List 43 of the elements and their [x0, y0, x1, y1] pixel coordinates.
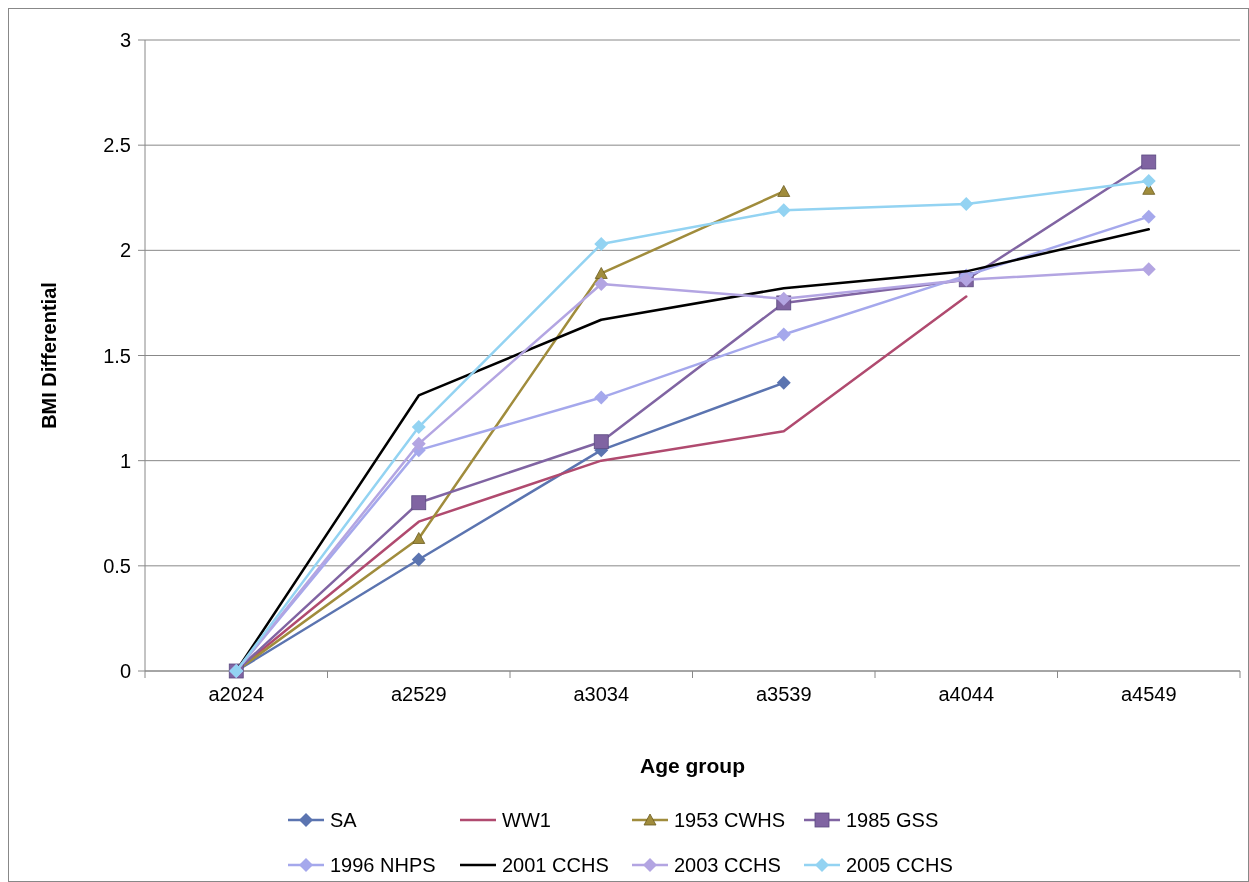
- point: [594, 267, 608, 279]
- x-tick-label: a2529: [390, 683, 447, 705]
- point: [776, 327, 791, 342]
- legend-label: 2003 CCHS: [674, 854, 781, 876]
- legend-label: SA: [330, 809, 358, 831]
- point: [411, 420, 426, 435]
- y-tick-label: 2.5: [103, 134, 131, 157]
- x-tick-label: a3539: [755, 683, 812, 705]
- point: [412, 532, 426, 544]
- point: [594, 237, 609, 252]
- point: [411, 495, 427, 511]
- y-tick-label: 1.5: [103, 344, 131, 367]
- legend-label: 2005 CCHS: [846, 854, 953, 876]
- point: [1141, 209, 1156, 224]
- legend-label: 1953 CWHS: [674, 809, 786, 831]
- y-tick-label: 1: [119, 449, 131, 472]
- y-tick-label: 0.5: [103, 554, 131, 577]
- point: [776, 203, 791, 218]
- x-tick-label: a2024: [208, 683, 265, 705]
- y-axis-title: BMI Differential: [38, 282, 60, 429]
- point: [594, 390, 609, 405]
- x-tick-label: a3034: [573, 683, 630, 705]
- point: [777, 185, 791, 197]
- x-tick-label: a4044: [938, 683, 995, 705]
- legend-label: 1996 NHPS: [330, 854, 436, 876]
- point: [959, 197, 974, 212]
- point: [776, 291, 791, 306]
- point: [1141, 173, 1156, 188]
- point: [593, 434, 609, 450]
- point: [776, 375, 791, 390]
- point: [1141, 262, 1156, 277]
- legend-label: 1985 GSS: [846, 809, 939, 831]
- point: [411, 552, 426, 567]
- x-axis-title: Age group: [640, 754, 745, 777]
- x-tick-label: a4549: [1120, 683, 1177, 705]
- legend-label: 2001 CCHS: [502, 854, 609, 876]
- y-tick-label: 2: [119, 239, 131, 262]
- point: [1141, 154, 1157, 170]
- point: [411, 436, 426, 451]
- point: [594, 276, 609, 291]
- legend-label: WW1: [502, 809, 551, 831]
- y-tick-label: 3: [119, 29, 131, 51]
- y-tick-label: 0: [119, 660, 131, 682]
